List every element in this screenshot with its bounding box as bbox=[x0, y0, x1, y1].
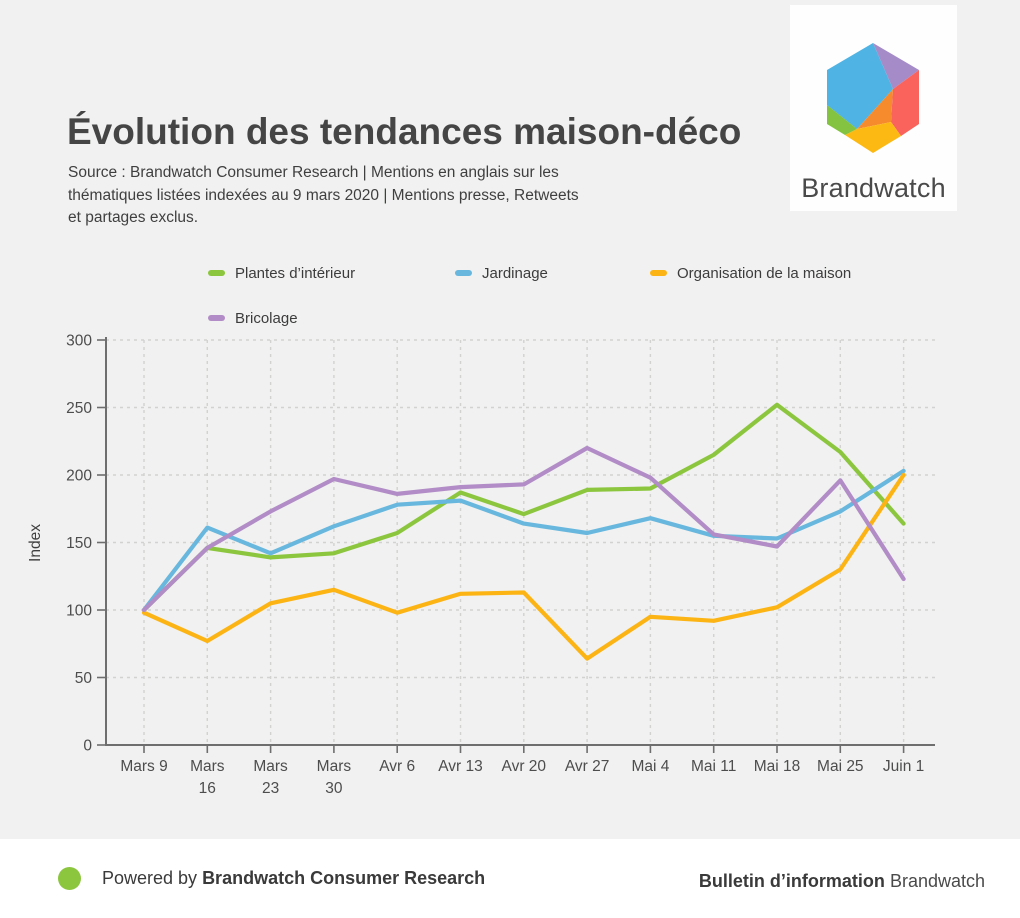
y-tick-label: 300 bbox=[66, 333, 92, 350]
brandwatch-wordmark: Brandwatch bbox=[801, 173, 946, 203]
series-line-organisation-de-la-maison bbox=[141, 472, 906, 661]
footer-powered-text: Powered by Brandwatch Consumer Research bbox=[102, 868, 486, 888]
legend-swatch-jardinage bbox=[455, 270, 472, 276]
legend-swatch-bricolage bbox=[208, 315, 225, 321]
source-text: Source : Brandwatch Consumer Research | … bbox=[68, 162, 668, 230]
x-tick-label: Avr 20 bbox=[502, 758, 547, 775]
x-tick-label: Mai 11 bbox=[691, 758, 736, 775]
x-axis-tick-labels: Mars 9 Mars 16 Mars 23 Mars 30 Avr 6 Avr 13 Avr 2… bbox=[120, 745, 924, 797]
y-gridlines bbox=[106, 339, 935, 679]
y-tick-label: 150 bbox=[66, 535, 92, 552]
x-tick-label: Mai 25 bbox=[817, 758, 864, 775]
series-line-plantes-d-interieur bbox=[141, 402, 906, 613]
brandwatch-logo-card: Brandwatch bbox=[790, 5, 957, 211]
x-tick-label: Mai 18 bbox=[754, 758, 801, 775]
page-title: Évolution des tendances maison-déco bbox=[67, 110, 742, 152]
x-tick-label: Mars 9 bbox=[120, 758, 167, 775]
legend-label: Plantes d’intérieur bbox=[235, 264, 356, 282]
y-tick-label: 50 bbox=[75, 670, 93, 687]
y-tick-label: 100 bbox=[66, 603, 92, 620]
x-tick-label: Juin 1 bbox=[883, 758, 924, 775]
legend-swatch-plantes-d-interieur bbox=[208, 270, 225, 276]
legend-swatch-organisation-de-la-maison bbox=[650, 270, 667, 276]
footer-bar: Powered by Brandwatch Consumer Research B… bbox=[0, 839, 1020, 918]
x-tick-label: Mars 30 bbox=[317, 758, 352, 797]
x-tick-label: Avr 6 bbox=[379, 758, 415, 775]
x-tick-label: Avr 13 bbox=[438, 758, 483, 775]
series-lines bbox=[141, 402, 906, 661]
axes bbox=[105, 337, 935, 746]
x-tick-label: Avr 27 bbox=[565, 758, 610, 775]
legend-label: Jardinage bbox=[482, 264, 548, 282]
footer-newsletter-label: Bulletin d’information Brandwatch bbox=[698, 871, 985, 891]
legend-item-organisation-de-la-maison: Organisation de la maison bbox=[650, 264, 851, 282]
legend-item-plantes-d-interieur: Plantes d’intérieur bbox=[208, 264, 355, 282]
series-line-jardinage bbox=[141, 468, 906, 613]
green-dot-icon bbox=[58, 867, 81, 890]
brandwatch-hexagon-icon bbox=[827, 43, 919, 153]
source-line-1: Source : Brandwatch Consumer Research | … bbox=[68, 164, 559, 181]
legend-label: Organisation de la maison bbox=[677, 264, 852, 282]
legend-item-jardinage: Jardinage bbox=[455, 264, 548, 282]
x-gridlines bbox=[143, 340, 905, 745]
series-line-bricolage bbox=[141, 445, 906, 613]
x-tick-label: Mars 16 bbox=[190, 758, 225, 797]
x-tick-label: Mai 4 bbox=[631, 758, 669, 775]
y-tick-label: 200 bbox=[66, 468, 92, 485]
source-line-2: thématiques listées indexées au 9 mars 2… bbox=[68, 186, 579, 204]
footer-powered-by: Powered by Brandwatch Consumer Research bbox=[58, 867, 485, 890]
x-tick-label: Mars 23 bbox=[253, 758, 288, 797]
y-tick-label: 250 bbox=[66, 400, 92, 417]
legend-item-bricolage: Bricolage bbox=[208, 309, 298, 327]
legend-label: Bricolage bbox=[235, 309, 298, 327]
y-tick-label: 0 bbox=[83, 738, 92, 755]
source-line-3: et partages exclus. bbox=[68, 209, 199, 226]
y-axis-title: Index bbox=[27, 524, 44, 562]
y-axis-tick-labels: 0 50 100 150 200 250 300 bbox=[66, 333, 106, 755]
